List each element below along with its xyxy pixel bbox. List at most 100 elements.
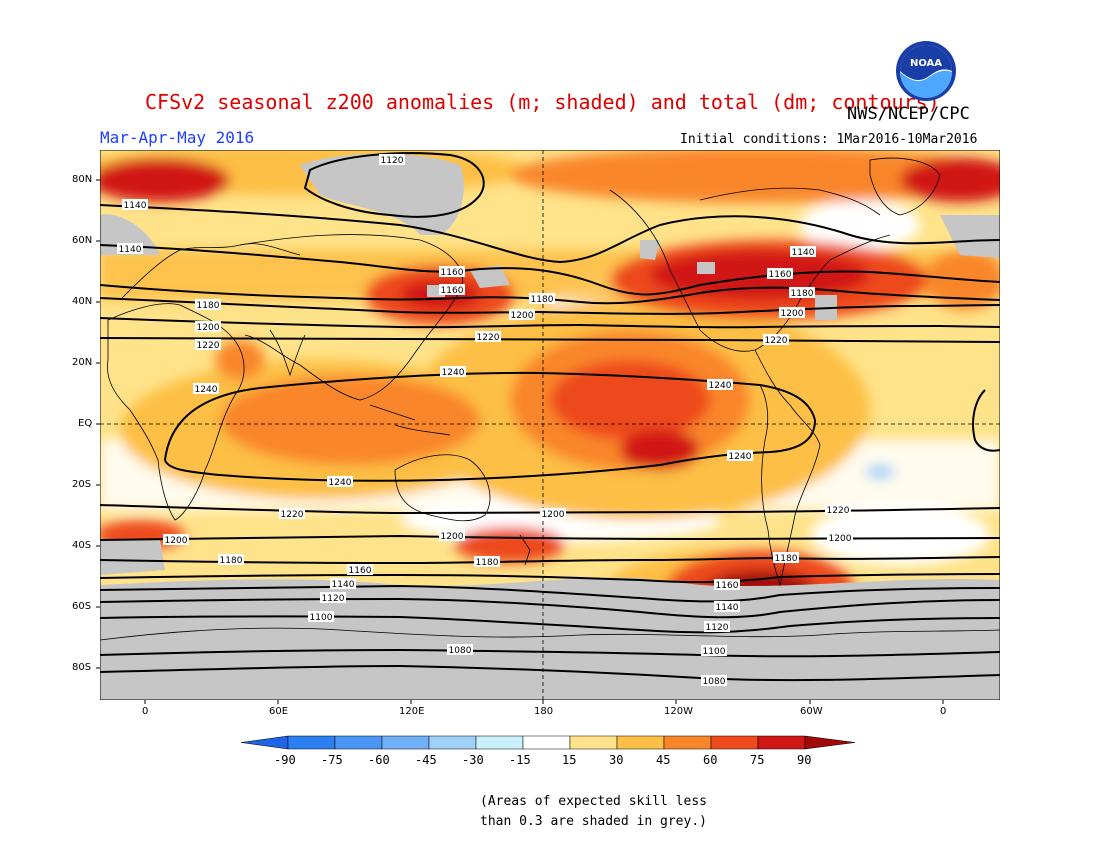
svg-text:1120: 1120 <box>706 623 729 633</box>
colorbar-swatch <box>287 735 336 750</box>
colorbar-tick: -15 <box>509 753 531 767</box>
contour-label: 1140 <box>117 243 143 255</box>
colorbar-tick: -60 <box>368 753 390 767</box>
contour-label: 1220 <box>195 339 221 351</box>
contour-label: 1180 <box>529 293 555 305</box>
colorbar-swatch <box>334 735 383 750</box>
svg-text:1160: 1160 <box>716 581 739 591</box>
svg-text:1200: 1200 <box>197 323 220 333</box>
contour-label: 1120 <box>379 154 405 166</box>
colorbar <box>240 735 856 750</box>
colorbar-tick: 15 <box>562 753 577 767</box>
svg-text:1140: 1140 <box>332 580 355 590</box>
svg-text:1080: 1080 <box>703 677 726 687</box>
colorbar-swatch <box>428 735 477 750</box>
colorbar-arrow-high <box>804 735 856 750</box>
svg-text:1180: 1180 <box>791 289 814 299</box>
contour-label: 1180 <box>474 556 500 568</box>
contour-label: 1240 <box>707 379 733 391</box>
lat-label: 40N <box>72 296 93 307</box>
lat-label: 40S <box>72 540 92 551</box>
svg-text:1140: 1140 <box>119 245 142 255</box>
contour-label: 1200 <box>779 307 805 319</box>
lat-label: 80S <box>72 662 92 673</box>
svg-text:1180: 1180 <box>775 554 798 564</box>
contour-label: 1220 <box>279 508 305 520</box>
svg-text:1160: 1160 <box>349 566 372 576</box>
lat-label: 20N <box>72 357 93 368</box>
contour-label: 1160 <box>439 284 465 296</box>
colorbar-arrow-low <box>240 735 289 750</box>
lon-label: 60E <box>269 706 289 717</box>
colorbar-tick: 75 <box>750 753 765 767</box>
lon-label: 120E <box>399 706 425 717</box>
lat-label: 60S <box>72 601 92 612</box>
contour-label: 1180 <box>789 287 815 299</box>
contour-label: 1220 <box>825 504 851 516</box>
contour-label: 1100 <box>308 611 334 623</box>
colorbar-swatch <box>663 735 712 750</box>
colorbar-tick: -45 <box>415 753 437 767</box>
svg-text:1140: 1140 <box>716 603 739 613</box>
contour-label: 1220 <box>763 334 789 346</box>
contour-label: 1160 <box>347 564 373 576</box>
anomaly-shading <box>100 150 1000 700</box>
svg-text:1200: 1200 <box>542 510 565 520</box>
svg-text:1220: 1220 <box>477 333 500 343</box>
svg-text:1200: 1200 <box>511 311 534 321</box>
svg-text:1220: 1220 <box>827 506 850 516</box>
lon-label: 0 <box>142 706 149 717</box>
lon-label: 60W <box>800 706 823 717</box>
svg-text:NOAA: NOAA <box>910 58 942 69</box>
lat-label: EQ <box>78 418 93 429</box>
contour-label: 1100 <box>701 645 727 657</box>
colorbar-swatch <box>522 735 571 750</box>
agency-label: NWS/NCEP/CPC <box>847 104 970 124</box>
height-contours <box>100 152 1000 682</box>
svg-text:1160: 1160 <box>441 268 464 278</box>
colorbar-swatch <box>616 735 665 750</box>
contour-label: 1120 <box>704 621 730 633</box>
reference-lines <box>100 150 1000 700</box>
lon-label: 120W <box>664 706 693 717</box>
contour-label: 1120 <box>320 592 346 604</box>
svg-text:1240: 1240 <box>709 381 732 391</box>
svg-text:1220: 1220 <box>765 336 788 346</box>
colorbar-tick: 90 <box>797 753 812 767</box>
noaa-logo: NOAA <box>896 41 956 101</box>
colorbar-tick: 45 <box>656 753 671 767</box>
svg-text:1180: 1180 <box>220 556 243 566</box>
colorbar-swatch <box>381 735 430 750</box>
svg-text:1100: 1100 <box>703 647 726 657</box>
svg-text:1180: 1180 <box>476 558 499 568</box>
contour-label: 1080 <box>447 644 473 656</box>
svg-text:1200: 1200 <box>165 536 188 546</box>
lon-label: 180 <box>534 706 554 717</box>
colorbar-swatch <box>475 735 524 750</box>
contour-label: 1180 <box>218 554 244 566</box>
lat-label: 80N <box>72 174 93 185</box>
svg-text:1240: 1240 <box>442 368 465 378</box>
contour-label: 1200 <box>163 534 189 546</box>
colorbar-swatch <box>757 735 806 750</box>
axis-ticks <box>96 179 944 704</box>
season-label: Mar-Apr-May 2016 <box>100 128 255 147</box>
colorbar-swatch <box>710 735 759 750</box>
contour-label: 1240 <box>440 366 466 378</box>
svg-text:1140: 1140 <box>124 201 147 211</box>
low-skill-mask <box>100 153 1000 700</box>
contour-label: 1140 <box>714 601 740 613</box>
colorbar-swatch <box>569 735 618 750</box>
contour-label: 1180 <box>773 552 799 564</box>
initial-conditions-label: Initial conditions: 1Mar2016-10Mar2016 <box>680 132 978 147</box>
colorbar-tick: 30 <box>609 753 624 767</box>
contour-labels: 1120 1140 1160 1140 1160 1180 1200 1180 1220 1200… <box>117 154 853 687</box>
svg-text:1180: 1180 <box>197 301 220 311</box>
svg-text:1160: 1160 <box>441 286 464 296</box>
contour-label: 1140 <box>330 578 356 590</box>
svg-text:1220: 1220 <box>281 510 304 520</box>
svg-text:1160: 1160 <box>769 270 792 280</box>
lon-label: 0 <box>940 706 947 717</box>
skill-note-line: than 0.3 are shaded in grey.) <box>480 814 707 829</box>
